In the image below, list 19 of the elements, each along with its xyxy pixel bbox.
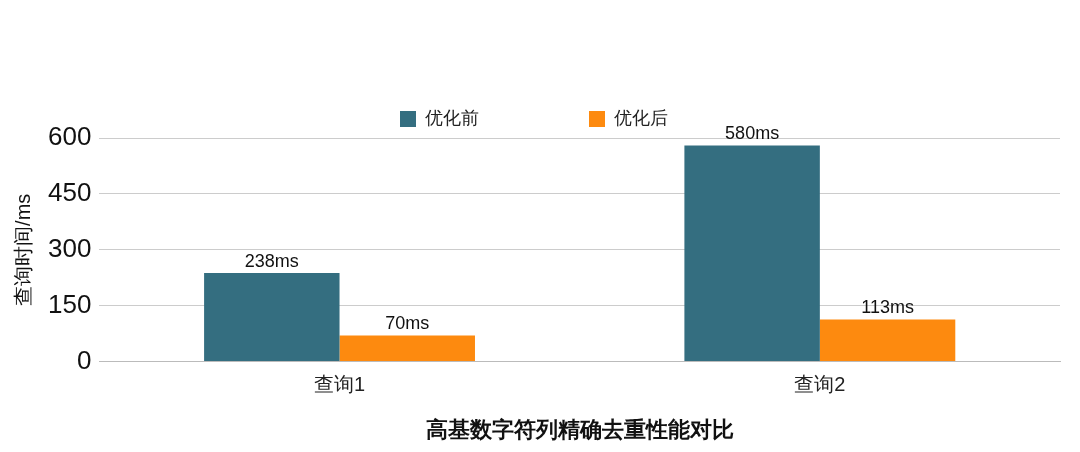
y-axis-title: 查询时间/ms xyxy=(11,193,34,306)
y-tick-label: 600 xyxy=(47,121,92,152)
x-axis-title: 高基数字符列精确去重性能对比 xyxy=(425,416,734,442)
bar xyxy=(339,335,475,362)
data-label: 70ms xyxy=(385,313,430,334)
y-tick-label: 450 xyxy=(47,177,92,208)
legend-label: 优化前 xyxy=(425,107,479,128)
y-tick-label: 0 xyxy=(76,344,92,375)
data-label: 580ms xyxy=(725,123,780,144)
bar xyxy=(204,272,340,362)
x-tick-label: 查询1 xyxy=(313,373,366,396)
data-label: 113ms xyxy=(861,297,914,318)
legend-label: 优化后 xyxy=(614,107,668,128)
data-label: 238ms xyxy=(244,250,299,271)
bar xyxy=(684,145,820,362)
bar xyxy=(819,319,956,362)
y-tick-label: 300 xyxy=(47,232,92,263)
x-tick-label: 查询2 xyxy=(794,373,846,396)
y-tick-label: 150 xyxy=(47,288,92,319)
